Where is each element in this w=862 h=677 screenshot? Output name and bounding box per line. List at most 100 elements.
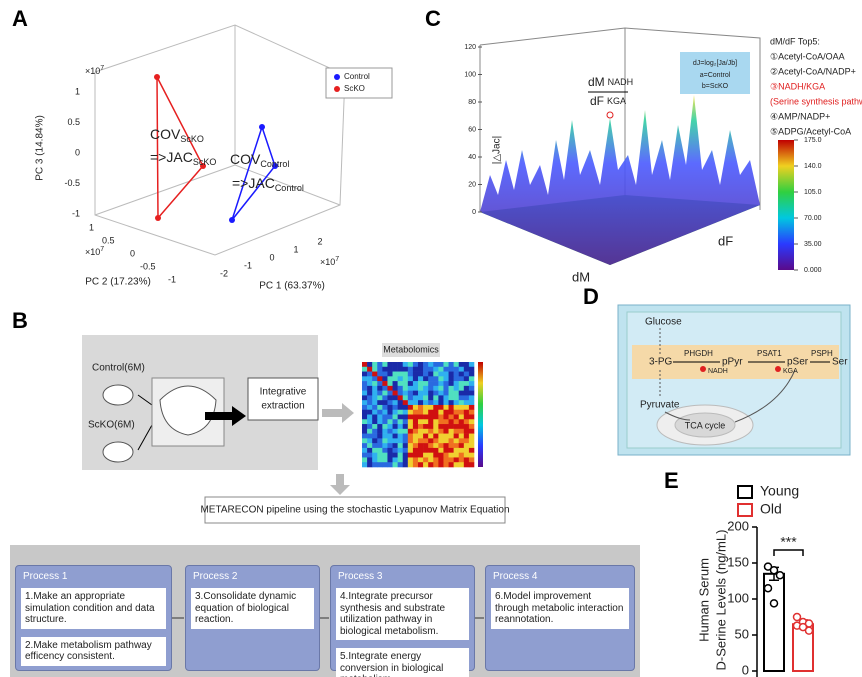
heatmap-cell (412, 366, 419, 372)
heatmap-cell (392, 419, 398, 425)
heatmap-cell (372, 371, 378, 377)
heatmap-cell (382, 376, 388, 382)
heatmap-cell (367, 400, 373, 406)
cofactor: NADH (708, 368, 728, 375)
process-title: Process 1 (23, 571, 68, 582)
heatmap-cell (392, 362, 398, 368)
heatmap-cell (423, 404, 429, 411)
heatmap-cell (428, 457, 434, 463)
formula: a=Control (700, 72, 731, 79)
heatmap-cell (443, 376, 449, 382)
heatmap-cell (468, 404, 475, 411)
metabolite: pPyr (722, 357, 743, 368)
heatmap-cell (392, 452, 398, 458)
heatmap-cell (392, 404, 398, 411)
heatmap-cell (372, 404, 378, 411)
heatmap-cell (468, 409, 475, 415)
heatmap-cell (458, 438, 465, 444)
top5-item: ⑤ADPG/Acetyl-CoA (770, 126, 851, 136)
heatmap-cell (407, 452, 414, 458)
heatmap-cell (433, 424, 439, 430)
heatmap-cell (372, 376, 378, 382)
heatmap-cell (463, 414, 470, 420)
heatmap-cell (443, 433, 449, 439)
heatmap-cell (443, 385, 449, 391)
heatmap-cell (468, 395, 475, 401)
z-tick-label: 20 (468, 181, 476, 188)
group-label: Control(6M) (92, 363, 145, 374)
heatmap-cell (438, 447, 444, 453)
scale-exp: 7 (335, 256, 339, 263)
heatmap-cell (418, 395, 424, 401)
arrow (137, 394, 153, 406)
annotation: dF KGA (590, 94, 626, 108)
heatmap-cell (438, 428, 444, 434)
heatmap-cell (438, 371, 444, 377)
heatmap-cell (402, 390, 409, 396)
control-point (272, 163, 278, 169)
heatmap-cell (438, 452, 444, 458)
heatmap-cell (362, 362, 368, 368)
heatmap-cell (433, 395, 439, 401)
heatmap-cell (463, 385, 470, 391)
heatmap-cell (387, 376, 393, 382)
data-point (769, 565, 779, 575)
top5-item: ③NADH/KGA (770, 81, 825, 91)
heatmap-cell (367, 462, 373, 468)
mouse-icon (102, 384, 134, 406)
heatmap-cell (412, 457, 419, 463)
z-tick-label: 40 (468, 154, 476, 161)
significance-label: *** (780, 534, 797, 550)
heatmap-cell (402, 447, 409, 453)
heatmap-cell (453, 457, 460, 463)
data-point (769, 599, 779, 608)
process-item: 5.Integrate energy conversion in biologi… (336, 648, 469, 677)
heatmap-cell (418, 438, 424, 444)
heatmap-cell (448, 362, 454, 368)
data-point (763, 583, 773, 593)
x-axis-label: dM (572, 269, 590, 284)
heatmap-cell (428, 414, 434, 420)
heatmap-cell (397, 433, 404, 439)
heatmap-cell (372, 457, 378, 463)
heatmap-cell (453, 366, 460, 372)
heatmap-cell (362, 366, 368, 372)
heatmap-cell (448, 381, 454, 387)
heatmap-cell (428, 443, 434, 449)
heatmap-cell (443, 443, 449, 449)
arrow (734, 369, 796, 423)
heatmap-cell (463, 438, 470, 444)
heatmap-cell (463, 366, 470, 372)
heatmap-cell (453, 385, 460, 391)
heatmap-cell (367, 414, 373, 420)
heatmap-cell (387, 414, 393, 420)
heatmap-cell (377, 404, 383, 411)
y-axis-label: dF (718, 233, 733, 248)
heatmap-cell (428, 395, 434, 401)
heatmap-cell (362, 447, 368, 453)
heatmap-cell (412, 362, 419, 368)
heatmap-cell (458, 424, 465, 430)
jac-label: =>JACControl (232, 175, 304, 194)
heatmap-cell (392, 424, 398, 430)
heatmap-cell (458, 366, 465, 372)
heatmap-cell (468, 443, 475, 449)
heatmap-cell (453, 414, 460, 420)
heatmap-cell (407, 376, 414, 382)
heatmap-cell (387, 447, 393, 453)
heatmap-cell (453, 452, 460, 458)
heatmap-cell (412, 414, 419, 420)
heatmap-cell (367, 419, 373, 425)
heatmap-cell (458, 428, 465, 434)
arrow (137, 424, 153, 451)
heatmap-cell (428, 371, 434, 377)
heatmap-cell (433, 400, 439, 406)
heatmap-cell (463, 376, 470, 382)
z-tick-label: -0.5 (64, 178, 80, 188)
heatmap-cell (438, 462, 444, 468)
z-axis-label: PC 3 (14.84%) (35, 115, 46, 181)
heatmap-cell (443, 447, 449, 453)
heatmap-cell (382, 452, 388, 458)
top5-item: ④AMP/NADP+ (770, 111, 830, 121)
